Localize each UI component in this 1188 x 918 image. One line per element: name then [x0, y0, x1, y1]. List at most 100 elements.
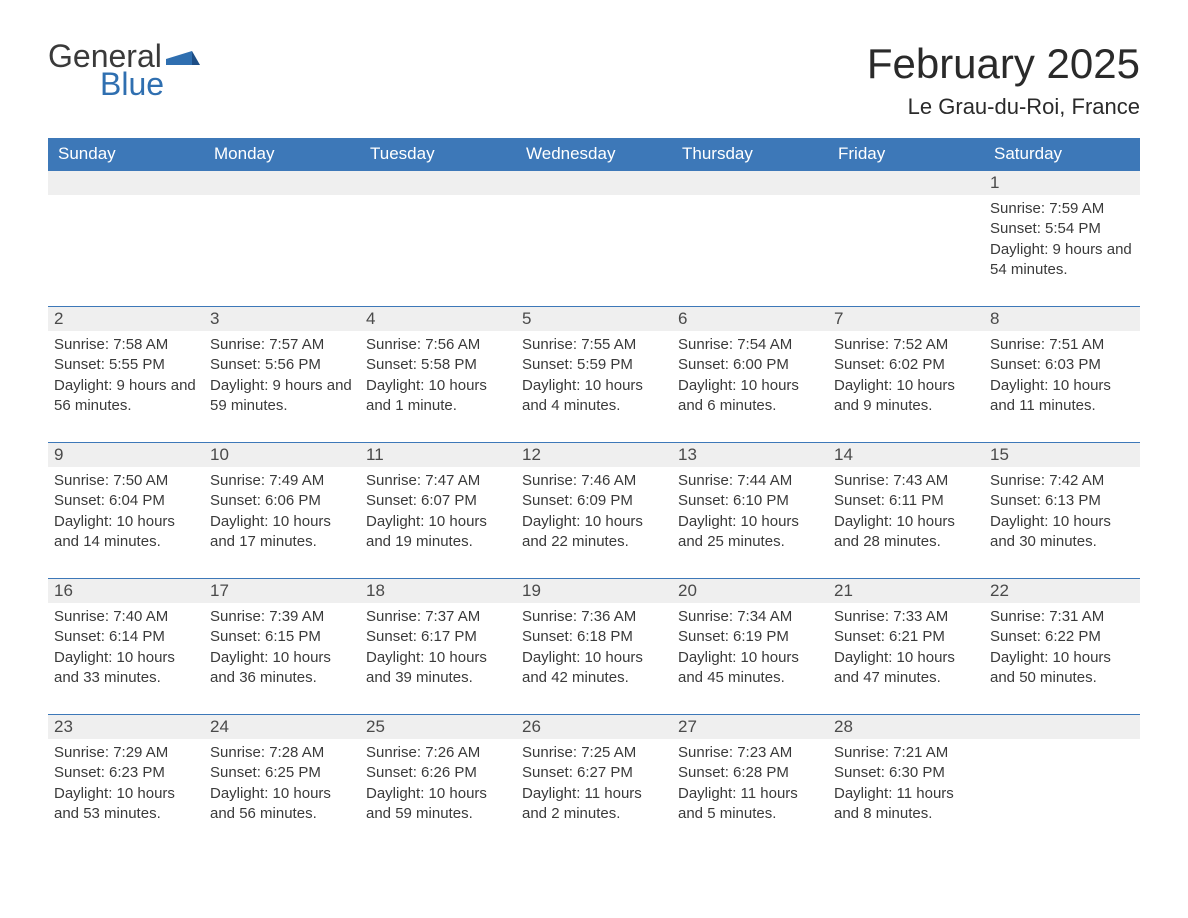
day-detail-cell: [672, 195, 828, 307]
logo-word-blue: Blue: [100, 68, 200, 100]
day-number-cell: [828, 171, 984, 195]
daylight-text: Daylight: 10 hours and 28 minutes.: [834, 512, 978, 553]
sunrise-text: Sunrise: 7:56 AM: [366, 335, 510, 355]
sunset-text: Sunset: 6:02 PM: [834, 355, 978, 375]
day-header: Friday: [828, 138, 984, 171]
day-number-cell: 18: [360, 579, 516, 603]
day-number-cell: [516, 171, 672, 195]
day-number-cell: 17: [204, 579, 360, 603]
daylight-text: Daylight: 9 hours and 59 minutes.: [210, 376, 354, 417]
sunrise-text: Sunrise: 7:44 AM: [678, 471, 822, 491]
day-detail-cell: [48, 195, 204, 307]
daylight-text: Daylight: 10 hours and 1 minute.: [366, 376, 510, 417]
day-number-cell: 5: [516, 307, 672, 331]
daylight-text: Daylight: 10 hours and 4 minutes.: [522, 376, 666, 417]
daylight-text: Daylight: 10 hours and 22 minutes.: [522, 512, 666, 553]
sunset-text: Sunset: 5:58 PM: [366, 355, 510, 375]
day-number-cell: [672, 171, 828, 195]
daylight-text: Daylight: 10 hours and 53 minutes.: [54, 784, 198, 825]
title-block: February 2025 Le Grau-du-Roi, France: [867, 40, 1140, 120]
day-number-cell: 16: [48, 579, 204, 603]
day-number-cell: 2: [48, 307, 204, 331]
day-number-cell: 1: [984, 171, 1140, 195]
day-header: Sunday: [48, 138, 204, 171]
day-number-cell: [204, 171, 360, 195]
sunrise-text: Sunrise: 7:55 AM: [522, 335, 666, 355]
day-detail-cell: Sunrise: 7:59 AMSunset: 5:54 PMDaylight:…: [984, 195, 1140, 307]
daylight-text: Daylight: 10 hours and 19 minutes.: [366, 512, 510, 553]
daylight-text: Daylight: 10 hours and 45 minutes.: [678, 648, 822, 689]
daylight-text: Daylight: 10 hours and 14 minutes.: [54, 512, 198, 553]
sunrise-text: Sunrise: 7:26 AM: [366, 743, 510, 763]
day-header: Tuesday: [360, 138, 516, 171]
sunset-text: Sunset: 6:28 PM: [678, 763, 822, 783]
page-header: General Blue February 2025 Le Grau-du-Ro…: [48, 40, 1140, 120]
daylight-text: Daylight: 10 hours and 47 minutes.: [834, 648, 978, 689]
sunrise-text: Sunrise: 7:51 AM: [990, 335, 1134, 355]
day-number-cell: 4: [360, 307, 516, 331]
sunset-text: Sunset: 6:04 PM: [54, 491, 198, 511]
day-detail-cell: Sunrise: 7:52 AMSunset: 6:02 PMDaylight:…: [828, 331, 984, 443]
day-number-cell: 25: [360, 715, 516, 739]
day-detail-cell: Sunrise: 7:49 AMSunset: 6:06 PMDaylight:…: [204, 467, 360, 579]
day-number-cell: 19: [516, 579, 672, 603]
day-detail-cell: Sunrise: 7:36 AMSunset: 6:18 PMDaylight:…: [516, 603, 672, 715]
daylight-text: Daylight: 10 hours and 33 minutes.: [54, 648, 198, 689]
sunset-text: Sunset: 6:27 PM: [522, 763, 666, 783]
day-detail-cell: Sunrise: 7:43 AMSunset: 6:11 PMDaylight:…: [828, 467, 984, 579]
day-detail-cell: Sunrise: 7:58 AMSunset: 5:55 PMDaylight:…: [48, 331, 204, 443]
sunrise-text: Sunrise: 7:49 AM: [210, 471, 354, 491]
day-detail-cell: Sunrise: 7:55 AMSunset: 5:59 PMDaylight:…: [516, 331, 672, 443]
day-number-cell: 12: [516, 443, 672, 467]
day-detail-cell: Sunrise: 7:46 AMSunset: 6:09 PMDaylight:…: [516, 467, 672, 579]
sunrise-text: Sunrise: 7:40 AM: [54, 607, 198, 627]
sunrise-text: Sunrise: 7:33 AM: [834, 607, 978, 627]
day-number-cell: 8: [984, 307, 1140, 331]
day-number-cell: 15: [984, 443, 1140, 467]
sunset-text: Sunset: 5:59 PM: [522, 355, 666, 375]
sunrise-text: Sunrise: 7:43 AM: [834, 471, 978, 491]
day-detail-cell: Sunrise: 7:21 AMSunset: 6:30 PMDaylight:…: [828, 739, 984, 850]
sunset-text: Sunset: 6:26 PM: [366, 763, 510, 783]
location: Le Grau-du-Roi, France: [867, 94, 1140, 120]
sunrise-text: Sunrise: 7:29 AM: [54, 743, 198, 763]
day-detail-cell: [828, 195, 984, 307]
sunset-text: Sunset: 6:21 PM: [834, 627, 978, 647]
logo-text: General Blue: [48, 40, 200, 100]
sunset-text: Sunset: 6:25 PM: [210, 763, 354, 783]
logo-flag-icon: [166, 40, 200, 72]
sunrise-text: Sunrise: 7:37 AM: [366, 607, 510, 627]
sunrise-text: Sunrise: 7:54 AM: [678, 335, 822, 355]
sunrise-text: Sunrise: 7:31 AM: [990, 607, 1134, 627]
sunset-text: Sunset: 5:56 PM: [210, 355, 354, 375]
calendar-header-row: SundayMondayTuesdayWednesdayThursdayFrid…: [48, 138, 1140, 171]
daylight-text: Daylight: 10 hours and 56 minutes.: [210, 784, 354, 825]
sunset-text: Sunset: 6:15 PM: [210, 627, 354, 647]
calendar-table: SundayMondayTuesdayWednesdayThursdayFrid…: [48, 138, 1140, 850]
day-number-cell: 6: [672, 307, 828, 331]
sunset-text: Sunset: 6:00 PM: [678, 355, 822, 375]
day-number-cell: 24: [204, 715, 360, 739]
day-detail-cell: Sunrise: 7:40 AMSunset: 6:14 PMDaylight:…: [48, 603, 204, 715]
sunrise-text: Sunrise: 7:59 AM: [990, 199, 1134, 219]
daylight-text: Daylight: 10 hours and 59 minutes.: [366, 784, 510, 825]
daylight-text: Daylight: 11 hours and 5 minutes.: [678, 784, 822, 825]
sunrise-text: Sunrise: 7:58 AM: [54, 335, 198, 355]
sunset-text: Sunset: 6:13 PM: [990, 491, 1134, 511]
sunset-text: Sunset: 6:22 PM: [990, 627, 1134, 647]
day-number-cell: 11: [360, 443, 516, 467]
daylight-text: Daylight: 10 hours and 50 minutes.: [990, 648, 1134, 689]
day-number-cell: 13: [672, 443, 828, 467]
sunset-text: Sunset: 6:18 PM: [522, 627, 666, 647]
daylight-text: Daylight: 10 hours and 36 minutes.: [210, 648, 354, 689]
daylight-text: Daylight: 10 hours and 25 minutes.: [678, 512, 822, 553]
day-detail-cell: [984, 739, 1140, 850]
day-detail-cell: Sunrise: 7:26 AMSunset: 6:26 PMDaylight:…: [360, 739, 516, 850]
day-detail-cell: [516, 195, 672, 307]
sunrise-text: Sunrise: 7:57 AM: [210, 335, 354, 355]
day-detail-cell: Sunrise: 7:37 AMSunset: 6:17 PMDaylight:…: [360, 603, 516, 715]
sunset-text: Sunset: 6:06 PM: [210, 491, 354, 511]
month-title: February 2025: [867, 40, 1140, 88]
daylight-text: Daylight: 10 hours and 39 minutes.: [366, 648, 510, 689]
day-number-cell: 23: [48, 715, 204, 739]
